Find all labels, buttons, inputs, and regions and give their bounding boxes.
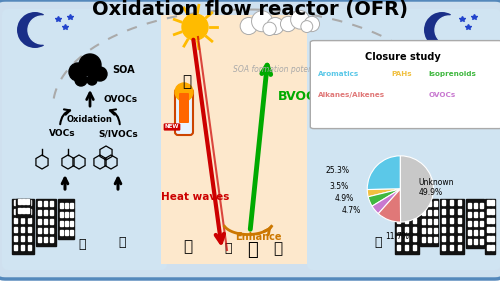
Text: NEW: NEW [165, 124, 179, 129]
Wedge shape [17, 12, 44, 48]
Bar [428, 210, 431, 215]
Bar [397, 218, 400, 223]
Text: SOA: SOA [112, 65, 134, 75]
Text: S/IVOCs: S/IVOCs [98, 129, 138, 138]
Circle shape [87, 75, 97, 85]
Bar [487, 245, 490, 250]
Bar [434, 210, 437, 215]
Bar [18, 199, 21, 204]
Wedge shape [368, 189, 400, 206]
Bar [38, 237, 41, 242]
Bar [458, 200, 461, 205]
Bar [38, 201, 41, 206]
Bar [397, 236, 400, 241]
Bar [60, 230, 63, 235]
Text: 3.5%: 3.5% [330, 182, 349, 191]
Bar [450, 236, 453, 241]
Bar [487, 227, 490, 232]
Bar [50, 210, 53, 215]
Circle shape [263, 22, 276, 36]
Bar [60, 221, 63, 226]
Wedge shape [424, 12, 451, 48]
Circle shape [28, 16, 56, 44]
Bar [70, 203, 73, 208]
Bar [440, 199, 464, 254]
Bar [428, 237, 431, 242]
Bar [458, 245, 461, 250]
Text: 4.7%: 4.7% [342, 206, 360, 215]
Bar [487, 200, 490, 205]
Bar [28, 227, 31, 232]
Wedge shape [378, 189, 400, 222]
Bar [442, 245, 445, 250]
Text: Alkanes/Alkenes: Alkanes/Alkenes [318, 92, 385, 98]
Bar [395, 199, 419, 254]
Bar [487, 236, 490, 241]
Bar [428, 228, 431, 233]
Bar [466, 199, 484, 248]
Bar [468, 230, 471, 235]
Bar [442, 218, 445, 223]
FancyBboxPatch shape [307, 9, 500, 270]
Bar [450, 200, 453, 205]
Bar [38, 228, 41, 233]
Bar [50, 201, 53, 206]
Bar [413, 209, 416, 214]
Bar [474, 221, 477, 226]
Wedge shape [400, 156, 434, 222]
Text: 🔥: 🔥 [182, 74, 192, 89]
Bar [491, 245, 494, 250]
Text: PAHs: PAHs [392, 71, 412, 78]
Bar [405, 218, 408, 223]
Bar [458, 209, 461, 214]
Bar [60, 203, 63, 208]
Bar [413, 200, 416, 205]
Bar [70, 212, 73, 217]
Bar [28, 245, 31, 250]
Bar [44, 237, 47, 242]
Bar [14, 245, 17, 250]
Text: OVOCs: OVOCs [428, 92, 456, 98]
Bar [474, 230, 477, 235]
Bar [21, 245, 24, 250]
Bar [397, 209, 400, 214]
Text: 🌲: 🌲 [274, 241, 282, 257]
Bar [450, 227, 453, 232]
FancyBboxPatch shape [179, 93, 189, 123]
Bar [14, 209, 17, 214]
Text: 🚗: 🚗 [78, 237, 86, 250]
Bar [405, 245, 408, 250]
Bar [70, 230, 73, 235]
Bar [491, 200, 494, 205]
Text: Oxidation: Oxidation [67, 116, 113, 124]
Bar [434, 237, 437, 242]
Bar [44, 228, 47, 233]
Bar [14, 236, 17, 241]
Bar [28, 236, 31, 241]
Bar [21, 200, 24, 205]
Text: 4.9%: 4.9% [335, 194, 354, 203]
Text: 🚌: 🚌 [374, 235, 382, 248]
Circle shape [267, 17, 284, 35]
Circle shape [290, 10, 310, 29]
Text: 🏠: 🏠 [184, 239, 192, 254]
Circle shape [304, 16, 320, 32]
Bar [468, 239, 471, 244]
Text: Isoprenoids: Isoprenoids [428, 71, 476, 78]
Bar [26, 208, 29, 213]
Text: Heat waves: Heat waves [161, 192, 229, 202]
Bar [65, 212, 68, 217]
Text: 🚌: 🚌 [118, 235, 126, 248]
Bar [422, 237, 425, 242]
Bar [405, 209, 408, 214]
Bar [434, 219, 437, 224]
Bar [28, 218, 31, 223]
Circle shape [182, 14, 208, 40]
Bar [28, 209, 31, 214]
Bar [28, 200, 31, 205]
Bar [413, 236, 416, 241]
Text: Oxidation flow reactor (OFR): Oxidation flow reactor (OFR) [92, 1, 408, 19]
Bar [491, 236, 494, 241]
Text: Closure study: Closure study [365, 52, 440, 62]
